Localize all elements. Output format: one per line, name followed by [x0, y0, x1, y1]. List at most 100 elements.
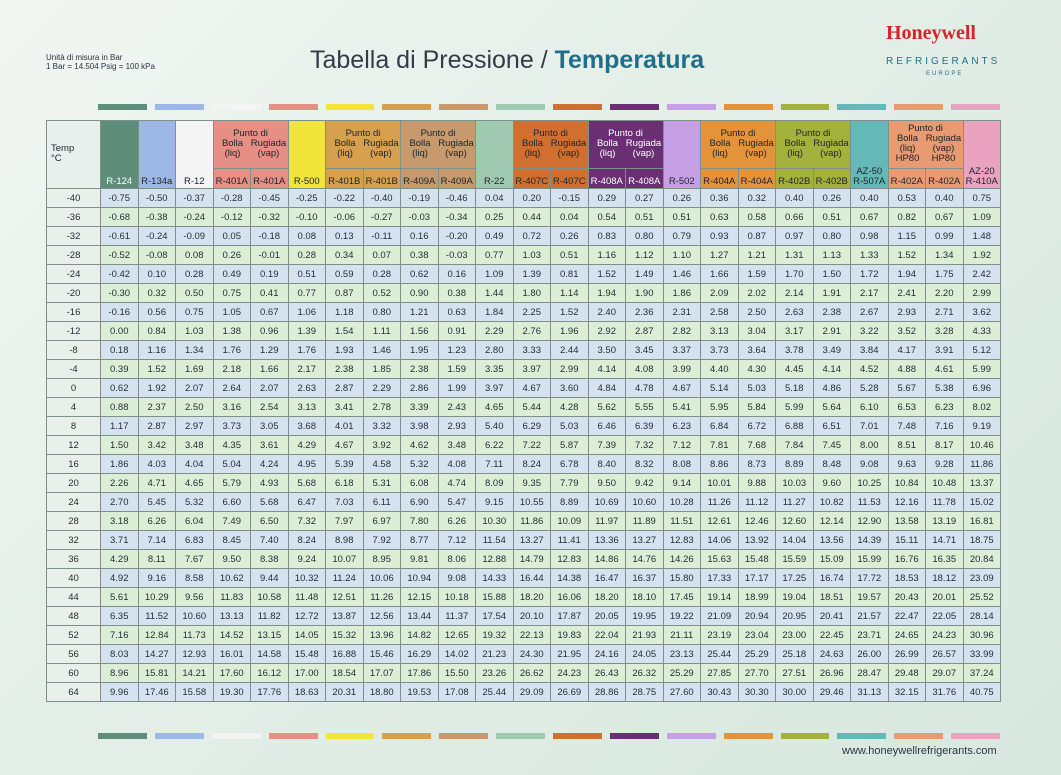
pressure-cell: 7.68 — [737, 435, 776, 455]
pressure-cell: 9.24 — [287, 549, 326, 569]
pressure-cell: 18.51 — [812, 587, 851, 607]
pressure-cell: 2.29 — [475, 321, 514, 341]
pressure-cell: 0.36 — [700, 188, 739, 208]
pressure-cell: 22.05 — [925, 606, 964, 626]
pressure-cell: 0.51 — [812, 207, 851, 227]
pressure-cell: 23.13 — [662, 644, 701, 664]
pressure-cell: 0.62 — [400, 264, 439, 284]
pressure-cell: 1.80 — [512, 283, 551, 303]
pressure-cell: 7.80 — [400, 511, 439, 531]
pressure-cell: 4.84 — [587, 378, 626, 398]
pressure-cell: 0.54 — [587, 207, 626, 227]
pressure-cell: 40.75 — [962, 682, 1001, 702]
pressure-cell: 1.50 — [812, 264, 851, 284]
pressure-cell: 3.16 — [212, 397, 251, 417]
pressure-cell: 18.63 — [287, 682, 326, 702]
temperature-cell: 60 — [46, 663, 101, 683]
pressure-cell: 0.20 — [512, 188, 551, 208]
pressure-cell: 3.28 — [925, 321, 964, 341]
pressure-cell: 6.23 — [662, 416, 701, 436]
pressure-cell: 6.35 — [100, 606, 139, 626]
pressure-cell: 17.45 — [662, 587, 701, 607]
pressure-cell: 9.28 — [925, 454, 964, 474]
temperature-cell: 12 — [46, 435, 101, 455]
pressure-cell: 18.20 — [512, 587, 551, 607]
pressure-cell: 1.03 — [512, 245, 551, 265]
table-row: -36 -0.68 -0.38 -0.24 -0.12 -0.32 -0.10 -0.06 -0… — [46, 207, 1001, 227]
pressure-cell: 16.76 — [887, 549, 926, 569]
pressure-cell: 11.53 — [850, 492, 889, 512]
table-row: 4 0.88 2.37 2.50 3.16 2.54 3.13 3.41 2.78 3.39 2.4… — [46, 397, 1001, 417]
pressure-cell: 2.92 — [587, 321, 626, 341]
bolla-label: Bolla (liq) — [409, 138, 431, 159]
pressure-cell: 26.32 — [625, 663, 664, 683]
pressure-cell: 22.13 — [512, 625, 551, 645]
temperature-cell: 20 — [46, 473, 101, 493]
pressure-cell: 3.62 — [962, 302, 1001, 322]
pressure-cell: 0.67 — [250, 302, 289, 322]
pressure-cell: 5.61 — [100, 587, 139, 607]
pressure-cell: 31.13 — [850, 682, 889, 702]
pressure-cell: 0.44 — [512, 207, 551, 227]
pressure-cell: 0.40 — [775, 188, 814, 208]
table-row: 20 2.26 4.71 4.65 5.79 4.93 5.68 6.18 5.31 6.08 4.… — [46, 473, 1001, 493]
pressure-cell: 2.87 — [137, 416, 176, 436]
group-title: Punto di — [233, 128, 268, 139]
pressure-cell: -0.19 — [400, 188, 439, 208]
pressure-cell: 10.69 — [587, 492, 626, 512]
pressure-cell: 13.36 — [587, 530, 626, 550]
pressure-cell: 0.56 — [137, 302, 176, 322]
temperature-cell: 36 — [46, 549, 101, 569]
column-header: AZ-50 R-507A — [850, 120, 889, 189]
pressure-cell: 0.88 — [100, 397, 139, 417]
pressure-cell: 0.84 — [137, 321, 176, 341]
pressure-cell: 7.01 — [850, 416, 889, 436]
pressure-cell: 6.26 — [437, 511, 476, 531]
pressure-cell: 28.86 — [587, 682, 626, 702]
pressure-cell: 7.84 — [775, 435, 814, 455]
pressure-cell: 9.08 — [437, 568, 476, 588]
pressure-cell: 15.99 — [850, 549, 889, 569]
pressure-cell: 3.04 — [737, 321, 776, 341]
pressure-cell: 1.52 — [550, 302, 589, 322]
table-row: -24 -0.42 0.10 0.28 0.49 0.19 0.51 0.59 0.28 0.62… — [46, 264, 1001, 284]
pressure-cell: 7.39 — [587, 435, 626, 455]
pressure-cell: 2.63 — [775, 302, 814, 322]
pressure-cell: 7.32 — [287, 511, 326, 531]
pressure-cell: 12.56 — [362, 606, 401, 626]
pressure-cell: 8.96 — [100, 663, 139, 683]
pressure-cell: 0.67 — [850, 207, 889, 227]
pressure-cell: 0.62 — [100, 378, 139, 398]
pressure-cell: 4.33 — [962, 321, 1001, 341]
pressure-cell: 6.22 — [475, 435, 514, 455]
temperature-cell: 16 — [46, 454, 101, 474]
pressure-cell: 2.54 — [250, 397, 289, 417]
pressure-cell: -0.52 — [100, 245, 139, 265]
pressure-cell: 18.80 — [362, 682, 401, 702]
pressure-cell: 2.37 — [137, 397, 176, 417]
pressure-cell: 4.67 — [325, 435, 364, 455]
pressure-cell: -0.37 — [175, 188, 214, 208]
pressure-cell: 8.24 — [512, 454, 551, 474]
pressure-cell: -0.75 — [100, 188, 139, 208]
pressure-cell: 3.05 — [250, 416, 289, 436]
column-header: R-409A — [400, 168, 439, 189]
table-row: 28 3.18 6.26 6.04 7.49 6.50 7.32 7.97 6.97 7.80 6.… — [46, 511, 1001, 531]
pressure-cell: 0.40 — [925, 188, 964, 208]
table-row: -28 -0.52 -0.08 0.08 0.26 -0.01 0.28 0.34 0.07 0.… — [46, 245, 1001, 265]
group-header: Punto di Bolla (liq) Rugiada (vap) — [775, 120, 851, 169]
pressure-cell: 15.48 — [737, 549, 776, 569]
pressure-cell: 11.51 — [662, 511, 701, 531]
pressure-cell: 16.88 — [325, 644, 364, 664]
pressure-cell: 1.75 — [925, 264, 964, 284]
temperature-cell: -36 — [46, 207, 101, 227]
pressure-cell: 1.85 — [362, 359, 401, 379]
pressure-cell: 5.99 — [962, 359, 1001, 379]
pressure-cell: 2.76 — [512, 321, 551, 341]
pressure-cell: 15.09 — [812, 549, 851, 569]
stripe-segment — [496, 733, 545, 739]
rugiada-label: Rugiada (vap) — [550, 138, 587, 159]
group-header: Punto di Bolla (liq) Rugiada (vap) HP80 HP80 — [887, 120, 964, 169]
pressure-cell: 27.60 — [662, 682, 701, 702]
stripe-segment — [439, 104, 489, 110]
